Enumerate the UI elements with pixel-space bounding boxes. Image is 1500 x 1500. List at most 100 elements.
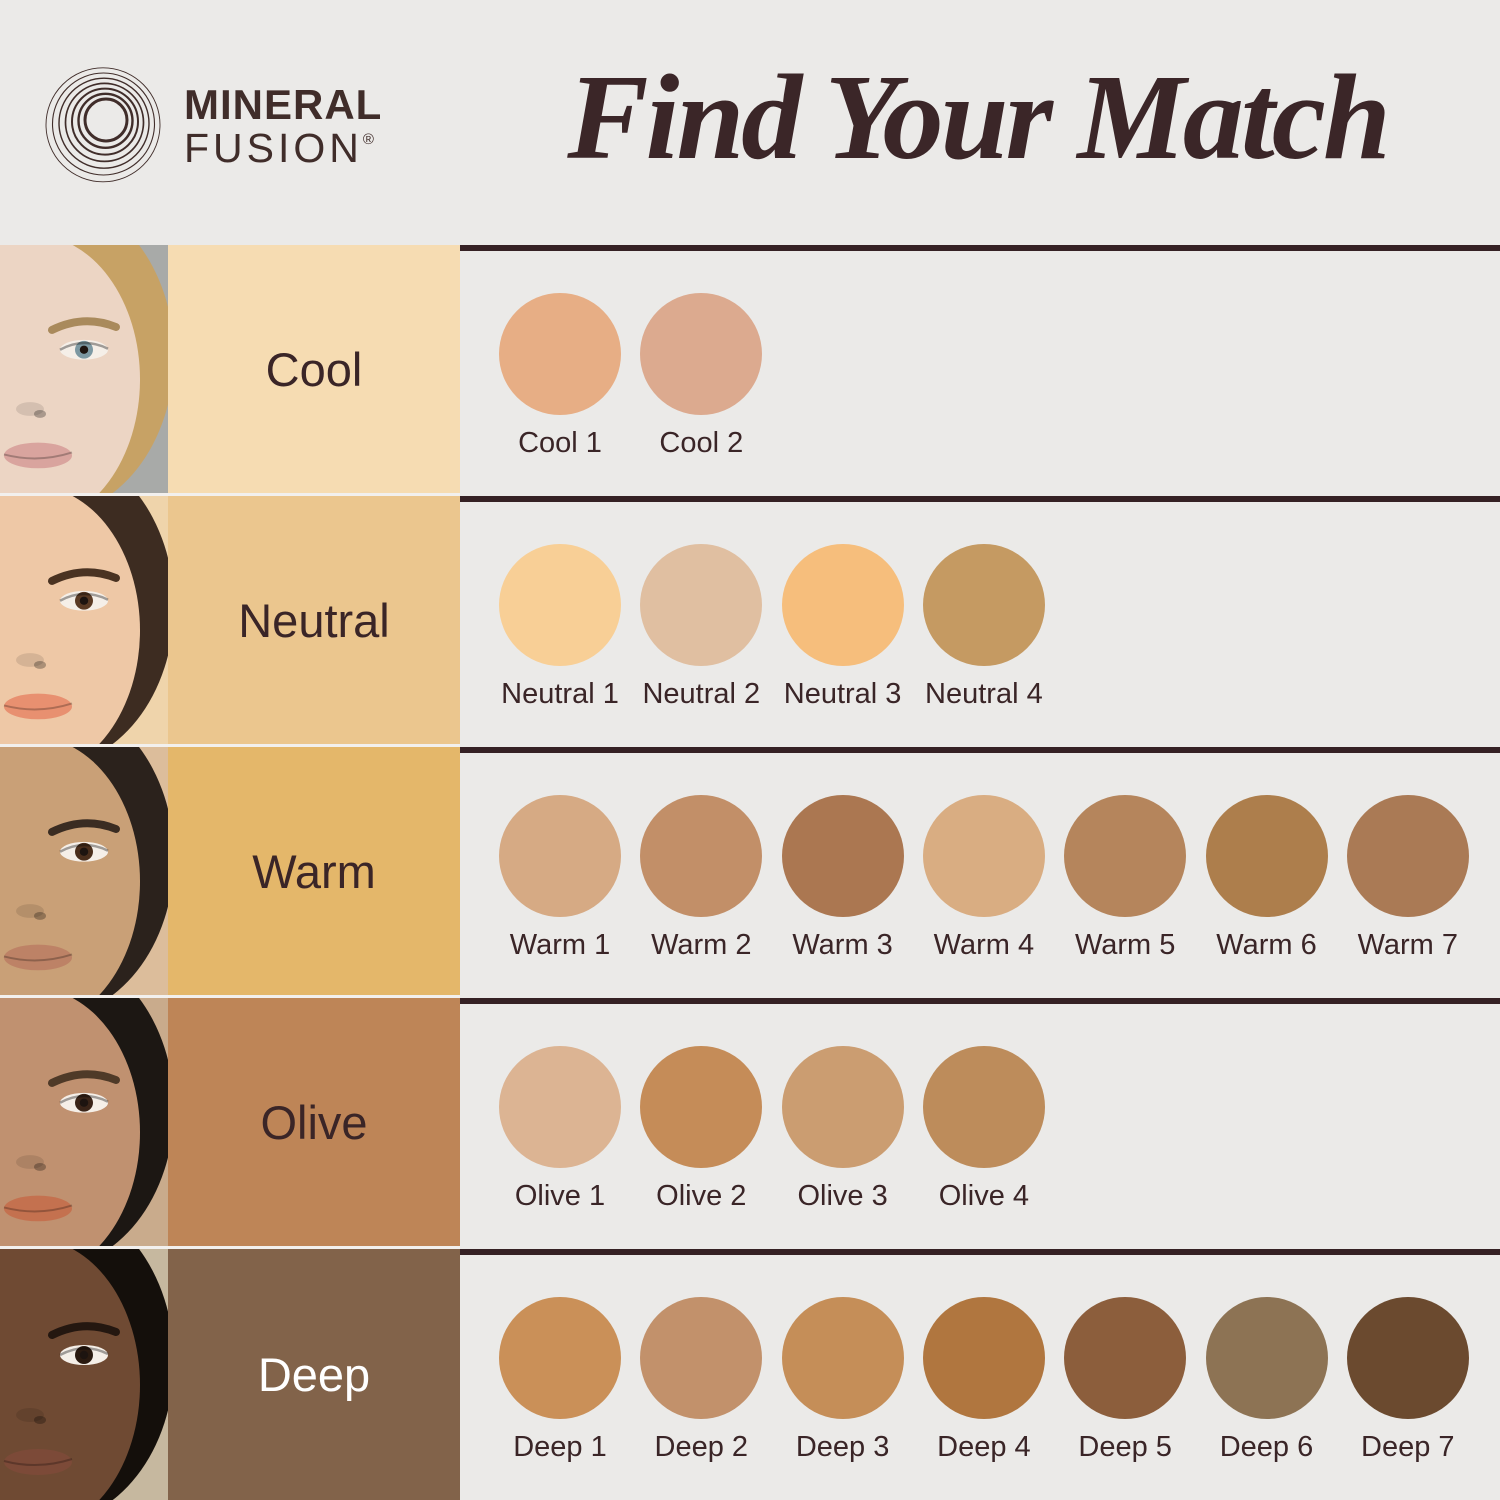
shade-row: Neutral Neutral 1 Neutral 2 Neutral 3 Ne… [0, 496, 1500, 747]
shade-swatch-label: Deep 1 [513, 1431, 607, 1463]
model-photo-illustration [0, 245, 168, 493]
shade-swatch-warm-4[interactable]: Warm 4 [904, 753, 1064, 998]
shade-swatch-label: Deep 4 [937, 1431, 1031, 1463]
shade-swatch-circle[interactable] [1205, 795, 1328, 917]
model-photo-olive [0, 998, 168, 1249]
shade-swatch-cool-1[interactable]: Cool 1 [480, 251, 640, 496]
category-label-text: Cool [265, 342, 363, 396]
shade-swatch-circle[interactable] [781, 795, 904, 917]
model-photo-illustration [0, 1249, 168, 1500]
shade-swatch-circle[interactable] [1064, 1297, 1187, 1419]
category-label: Deep [168, 1249, 460, 1500]
shade-swatch-deep-6[interactable]: Deep 6 [1187, 1255, 1347, 1500]
lips-shape [4, 693, 72, 720]
model-photo-cool [0, 245, 168, 496]
shade-swatch-circle[interactable] [499, 795, 621, 917]
shade-swatch-olive-4[interactable]: Olive 4 [904, 1004, 1064, 1249]
shade-swatch-warm-3[interactable]: Warm 3 [763, 753, 923, 998]
eyelid-line [59, 592, 109, 602]
shade-swatch-circle[interactable] [922, 544, 1045, 666]
face-skin-shape [0, 496, 140, 744]
category-label-text: Neutral [238, 593, 390, 647]
shade-swatch-circle[interactable] [640, 1297, 763, 1419]
model-photo-illustration [0, 747, 168, 995]
shade-swatch-label: Deep 5 [1078, 1431, 1172, 1463]
shade-swatch-label: Deep 6 [1219, 1431, 1314, 1463]
face-skin-shape [0, 245, 140, 493]
category-label: Cool [168, 245, 460, 496]
shade-swatch-circle[interactable] [1205, 1297, 1328, 1419]
shade-swatch-circle[interactable] [781, 544, 904, 666]
shade-swatch-label: Warm 4 [933, 929, 1035, 961]
shade-swatch-circle[interactable] [640, 795, 763, 917]
shade-swatch-warm-6[interactable]: Warm 6 [1187, 753, 1347, 998]
shade-swatch-circle[interactable] [922, 1046, 1045, 1168]
shade-swatch-cool-2[interactable]: Cool 2 [621, 251, 781, 496]
category-label: Neutral [168, 496, 460, 747]
mouth-line [3, 1458, 73, 1467]
shade-swatch-circle[interactable] [499, 544, 621, 666]
shade-swatch-circle[interactable] [499, 1046, 621, 1168]
shade-swatch-olive-2[interactable]: Olive 2 [621, 1004, 781, 1249]
page-header: MINERAL FUSION® Find Your Match [0, 0, 1500, 245]
nose-shadow [16, 1155, 44, 1169]
shade-swatch-circle[interactable] [922, 1297, 1045, 1419]
nose-shadow [16, 402, 44, 416]
mineral-fusion-logo-icon [45, 67, 161, 183]
shade-swatch-neutral-3[interactable]: Neutral 3 [763, 502, 923, 747]
shade-swatch-deep-4[interactable]: Deep 4 [904, 1255, 1064, 1500]
shade-swatch-label: Olive 1 [514, 1180, 606, 1212]
eyelid-line [59, 843, 109, 853]
category-label-text: Deep [257, 1348, 371, 1401]
nose-shadow [16, 904, 44, 918]
shade-swatch-warm-5[interactable]: Warm 5 [1045, 753, 1205, 998]
shade-row: Warm Warm 1 Warm 2 Warm 3 Warm 4 Warm 5 … [0, 747, 1500, 998]
shade-swatch-circle[interactable] [640, 544, 763, 666]
shade-swatch-deep-5[interactable]: Deep 5 [1045, 1255, 1205, 1500]
shade-row: Cool Cool 1 Cool 2 [0, 245, 1500, 496]
shade-swatch-circle[interactable] [781, 1297, 904, 1419]
shade-swatch-label: Deep 3 [795, 1431, 890, 1463]
lips-shape [4, 442, 72, 469]
shade-swatch-circle[interactable] [640, 293, 763, 415]
shade-swatch-neutral-1[interactable]: Neutral 1 [480, 502, 640, 747]
shade-swatch-deep-7[interactable]: Deep 7 [1328, 1255, 1488, 1500]
pupil-shape [79, 345, 89, 354]
shade-swatch-circle[interactable] [1346, 1297, 1469, 1419]
shade-swatch-circle[interactable] [922, 795, 1045, 917]
shade-swatch-warm-7[interactable]: Warm 7 [1328, 753, 1488, 998]
model-photo-warm [0, 747, 168, 998]
eyelid-line [59, 1347, 109, 1357]
shade-swatch-circle[interactable] [640, 1046, 763, 1168]
lips-shape [4, 1449, 72, 1475]
shade-swatch-olive-1[interactable]: Olive 1 [480, 1004, 640, 1249]
shade-swatch-neutral-2[interactable]: Neutral 2 [621, 502, 781, 747]
swatch-area: Olive 1 Olive 2 Olive 3 Olive 4 [460, 998, 1500, 1249]
shade-swatch-circle[interactable] [1064, 795, 1187, 917]
brand-line1: MINERAL [184, 81, 383, 128]
shade-swatch-circle[interactable] [1346, 795, 1469, 917]
shade-swatch-circle[interactable] [781, 1046, 904, 1168]
shade-swatch-circle[interactable] [499, 1297, 621, 1419]
shade-swatch-label: Olive 3 [797, 1180, 888, 1212]
shade-swatch-warm-2[interactable]: Warm 2 [621, 753, 781, 998]
shade-swatch-label: Neutral 1 [501, 678, 619, 710]
brand-wordmark: MINERAL FUSION® [184, 84, 382, 169]
shade-swatch-label: Olive 2 [656, 1180, 747, 1212]
face-skin-shape [0, 998, 140, 1246]
shade-swatch-circle[interactable] [499, 293, 621, 415]
page-title: Find Your Match [567, 50, 1391, 185]
shade-swatch-label: Neutral 2 [642, 678, 761, 710]
shade-swatch-deep-3[interactable]: Deep 3 [763, 1255, 923, 1500]
shade-swatch-warm-1[interactable]: Warm 1 [480, 753, 640, 998]
swatch-area: Deep 1 Deep 2 Deep 3 Deep 4 Deep 5 Deep … [460, 1249, 1500, 1500]
shade-swatch-neutral-4[interactable]: Neutral 4 [904, 502, 1064, 747]
shade-swatch-deep-2[interactable]: Deep 2 [621, 1255, 781, 1500]
shade-chart: Cool Cool 1 Cool 2 Neutral Neutral 1 [0, 245, 1500, 1500]
nostril-shape [34, 1163, 46, 1171]
shade-swatch-deep-1[interactable]: Deep 1 [480, 1255, 640, 1500]
nose-shadow [16, 653, 44, 667]
shade-swatch-olive-3[interactable]: Olive 3 [763, 1004, 923, 1249]
category-label: Olive [168, 998, 460, 1249]
lips-shape [4, 944, 72, 971]
